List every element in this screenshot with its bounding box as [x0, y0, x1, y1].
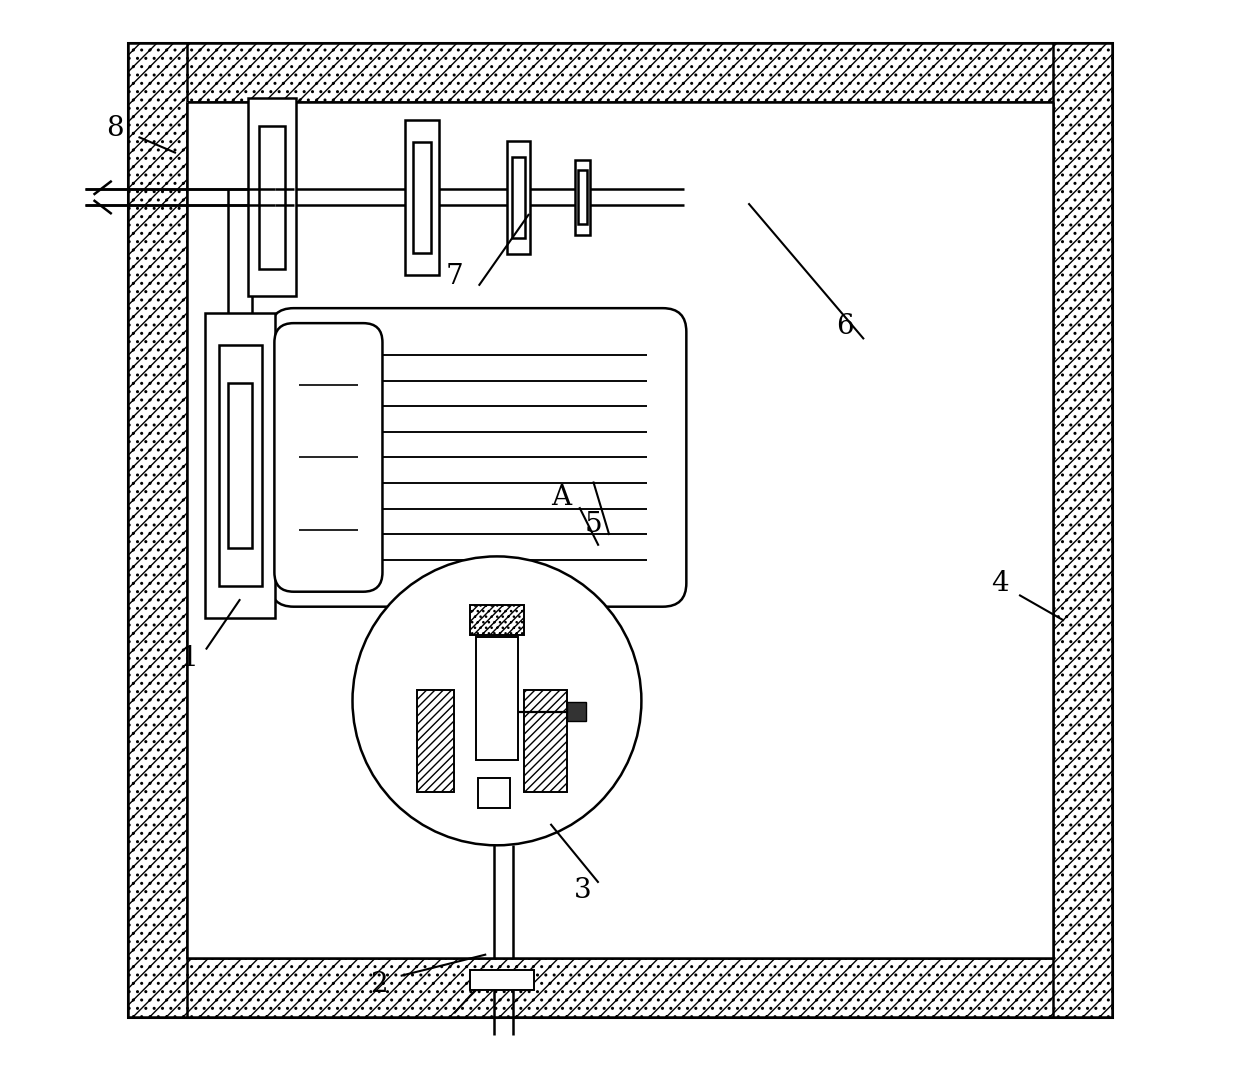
Bar	[567, 702, 585, 721]
Bar	[218, 346, 262, 586]
Bar	[578, 170, 587, 225]
Text: 3: 3	[574, 876, 591, 904]
Circle shape	[352, 556, 641, 845]
Bar	[470, 970, 534, 990]
Text: 4: 4	[991, 569, 1008, 597]
Text: 6: 6	[836, 312, 853, 340]
Bar	[575, 160, 590, 235]
Bar	[477, 778, 510, 808]
Bar	[512, 157, 525, 238]
Bar	[128, 43, 1112, 102]
Bar	[128, 43, 187, 1016]
Bar	[476, 637, 518, 760]
Text: 5: 5	[584, 510, 603, 538]
Bar	[405, 120, 439, 275]
Bar	[417, 690, 454, 792]
Text: A: A	[551, 484, 572, 511]
Bar	[259, 126, 285, 269]
FancyBboxPatch shape	[274, 323, 382, 592]
Bar	[470, 605, 523, 635]
Text: 2: 2	[371, 970, 388, 998]
Bar	[206, 314, 275, 618]
Bar	[413, 141, 432, 254]
FancyBboxPatch shape	[270, 308, 686, 607]
Bar	[128, 958, 1112, 1016]
Bar	[523, 690, 567, 792]
Bar	[187, 102, 1053, 958]
Bar	[248, 98, 296, 296]
Bar	[1053, 43, 1112, 1016]
Text: 1: 1	[181, 644, 198, 672]
Text: 8: 8	[107, 114, 124, 142]
Bar	[507, 141, 531, 254]
Bar	[228, 383, 252, 549]
Text: 7: 7	[445, 262, 463, 290]
